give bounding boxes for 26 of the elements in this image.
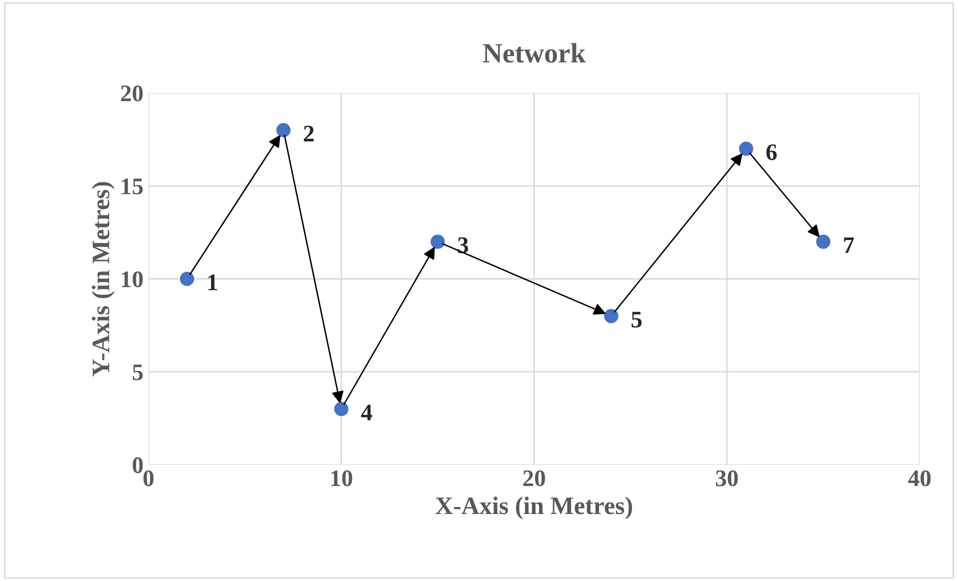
annotation: 2 [304, 126, 314, 142]
x-tick-label: 0 [143, 470, 154, 486]
y-tick-label: 5 [132, 364, 143, 380]
point [816, 234, 830, 249]
chart-title: Network [482, 43, 586, 63]
x-tick-label: 40 [908, 470, 931, 486]
point [180, 272, 194, 286]
point [276, 123, 291, 138]
annotation: 4 [361, 404, 372, 420]
x-tick-label: 10 [331, 470, 352, 486]
y-tick-label: 0 [132, 457, 143, 474]
y-tick-label: 15 [122, 178, 143, 194]
y-tick-label: 20 [121, 85, 143, 102]
x-axis-title: X-Axis (in Metres) [435, 496, 632, 520]
point [604, 308, 618, 324]
point [334, 402, 348, 416]
annotation: 5 [632, 312, 642, 328]
y-tick-label: 10 [122, 271, 143, 288]
annotation: 7 [844, 237, 854, 253]
annotation: 6 [766, 144, 777, 160]
x-tick-label: 20 [523, 470, 545, 486]
y-axis-title: Y-Axis (in Metres) [92, 182, 114, 376]
x-tick-label: 30 [716, 470, 738, 486]
point [739, 142, 754, 156]
annotation: 1 [208, 274, 218, 290]
point [430, 234, 445, 249]
